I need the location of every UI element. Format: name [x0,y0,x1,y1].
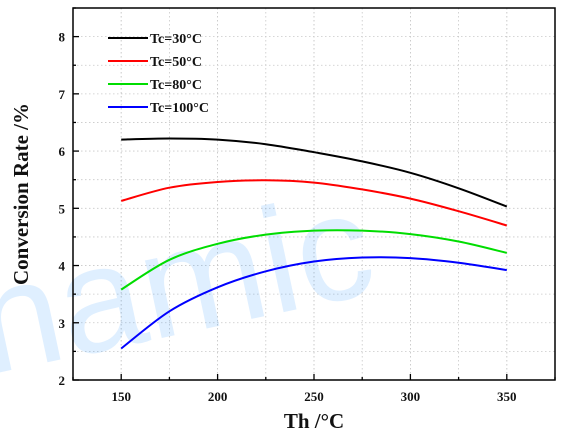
y-tick-label: 3 [59,316,66,331]
y-tick-label: 6 [59,144,66,159]
series-line-4 [120,256,507,350]
x-tick-label: 150 [111,389,131,404]
y-tick-label: 4 [59,259,66,274]
series-line-3 [120,229,508,291]
series-line-1 [121,137,508,208]
legend-label: Tc=80°C [150,78,202,93]
legend-label: Tc=30°C [150,32,202,47]
y-tick-label: 8 [59,30,66,45]
legend-label: Tc=100°C [150,101,209,116]
x-tick-label: 200 [208,389,228,404]
y-tick-label: 5 [59,201,66,216]
y-axis-title: Conversion Rate /% [9,103,33,285]
x-tick-label: 350 [497,389,517,404]
y-tick-label: 2 [59,373,66,388]
series-line-2 [120,179,508,227]
x-tick-label: 250 [304,389,324,404]
watermark: namic [0,159,386,407]
grid [73,8,555,380]
legend-label: Tc=50°C [150,55,202,70]
legend: Tc=30°C Tc=50°C Tc=80°C Tc=100°C [108,32,209,116]
y-tick-label: 7 [59,87,66,102]
x-tick-label: 300 [401,389,421,404]
x-axis-title: Th /°C [284,409,344,433]
series-lines [120,137,508,350]
axis-ticks: 150 200 250 300 350 2 3 4 5 6 7 8 [59,7,556,404]
